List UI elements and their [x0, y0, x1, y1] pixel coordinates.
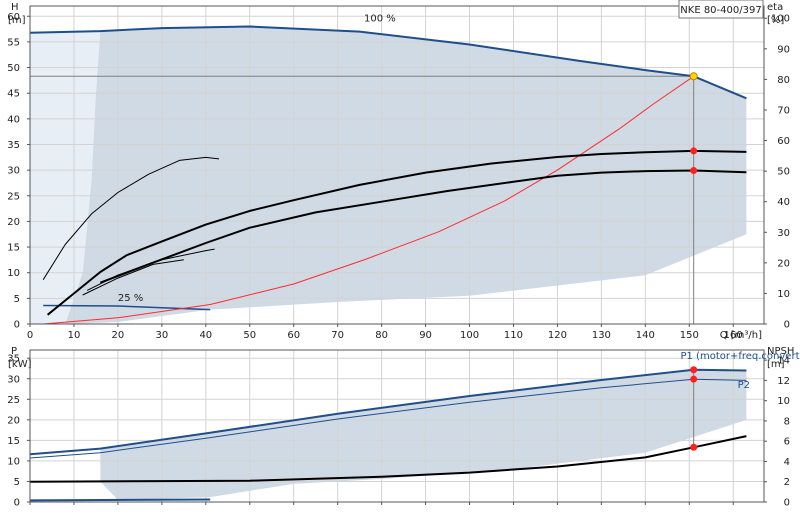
plot2-tick-label-left: 25 — [7, 395, 20, 406]
plot1-tick-label-left: 50 — [7, 63, 20, 74]
plot1-x-axis-label: Q [m³/h] — [720, 330, 762, 341]
plot1-tick-label-left: 45 — [7, 89, 20, 100]
plot1-tick-label-left: 0 — [14, 320, 20, 331]
plot1-series-6 — [82, 259, 184, 296]
plot1-series-2 — [43, 75, 694, 325]
plot2-tick-label-right: 14 — [777, 356, 790, 367]
plot1-tick-label-left: 35 — [7, 140, 20, 151]
plot2-marker-1 — [690, 375, 698, 383]
plot1-series-3 — [46, 149, 747, 316]
plot1-operating-region — [65, 26, 747, 325]
plot1-tick-label-right: 60 — [777, 136, 790, 147]
plot2-operating-region — [100, 369, 747, 500]
plot1-tick-label-x: 10 — [68, 330, 81, 341]
plot2-tick-label-left: 15 — [7, 436, 20, 447]
plot1-tick-label-right: 80 — [777, 75, 790, 86]
plot2-annotation-0: P1 (motor+freq.converter) — [680, 351, 800, 362]
plot1-series-0 — [29, 25, 747, 100]
plot2-series-0 — [29, 368, 747, 456]
plot1-tick-label-right: 100 — [771, 14, 790, 25]
plot1-tick-label-right: 50 — [777, 167, 790, 178]
plot1-left-axis-unit: [m] — [8, 15, 26, 26]
plot1-tick-label-left: 60 — [7, 12, 20, 23]
plot2-series-1 — [29, 378, 747, 459]
plot1-region-light — [30, 31, 101, 324]
plot1-tick-label-left: 25 — [7, 191, 20, 202]
plot2-marker-2 — [690, 443, 698, 451]
plot1-tick-label-x: 140 — [636, 330, 655, 341]
plot2-left-axis-label: P — [11, 346, 17, 357]
plot2-tick-label-right: 8 — [784, 416, 790, 427]
plot1-tick-label-right: 0 — [784, 320, 790, 331]
plot2-left-axis-unit: [kW] — [8, 359, 32, 370]
plot1-right-axis-unit: [%] — [767, 15, 784, 26]
plot2-tick-label-left: 30 — [7, 374, 20, 385]
plot1-series-7 — [42, 156, 220, 280]
plot1-title: NKE 80-400/397 — [680, 5, 761, 16]
plot2-tick-label-left: 10 — [7, 456, 20, 467]
plot2-tick-label-right: 6 — [784, 437, 790, 448]
plot1-tick-label-left: 5 — [14, 294, 20, 305]
plot1-tick-label-left: 10 — [7, 268, 20, 279]
plot1-series-4 — [99, 169, 747, 284]
plot1-tick-label-right: 30 — [777, 228, 790, 239]
plot2-tick-label-left: 0 — [14, 498, 20, 509]
plot1-annotation-1: 25 % — [118, 293, 143, 304]
plot1-tick-label-right: 20 — [777, 258, 790, 269]
plot1-tick-label-right: 70 — [777, 105, 790, 116]
plot1-tick-label-x: 60 — [287, 330, 300, 341]
plot1-tick-label-x: 90 — [419, 330, 432, 341]
plot1-series-5 — [86, 248, 215, 291]
plot1-tick-label-left: 55 — [7, 37, 20, 48]
plot2-tick-label-right: 2 — [784, 477, 790, 488]
plot1-tick-label-left: 40 — [7, 114, 20, 125]
plot1-tick-label-left: 20 — [7, 217, 20, 228]
plot1-marker-0 — [690, 147, 698, 155]
plot1-tick-label-left: 15 — [7, 243, 20, 254]
plot1-tick-label-x: 150 — [680, 330, 699, 341]
plot2-tick-label-left: 20 — [7, 415, 20, 426]
plot1-right-axis-label: eta — [767, 2, 783, 13]
plot1-tick-label-x: 100 — [460, 330, 479, 341]
plot1-marker-1 — [690, 167, 698, 175]
plot1-tick-label-x: 20 — [112, 330, 125, 341]
plot2-tick-label-right: 0 — [784, 498, 790, 509]
plot2-tick-label-left: 35 — [7, 354, 20, 365]
plot2-series-3 — [29, 435, 747, 483]
plot1-tick-label-x: 40 — [199, 330, 212, 341]
plot1-tick-label-right: 10 — [777, 289, 790, 300]
plot1-tick-label-left: 30 — [7, 166, 20, 177]
plot1-tick-label-x: 120 — [548, 330, 567, 341]
plot1-series-1 — [43, 304, 211, 311]
plot2-marker-0 — [690, 366, 698, 374]
plot2-tick-label-left: 5 — [14, 477, 20, 488]
plot1-tick-label-x: 70 — [331, 330, 344, 341]
plot1-tick-label-x: 0 — [27, 330, 33, 341]
plot1-marker-2 — [689, 72, 698, 81]
plot1-tick-label-x: 110 — [504, 330, 523, 341]
plot1-tick-label-x: 160 — [724, 330, 743, 341]
plot1-tick-label-right: 40 — [777, 197, 790, 208]
plot1-tick-label-x: 130 — [592, 330, 611, 341]
plot1-annotation-0: 100 % — [364, 13, 396, 24]
plot2-frame — [29, 349, 765, 503]
plot2-series-2 — [29, 498, 211, 502]
plot2-right-axis-unit: [m] — [767, 359, 785, 370]
plot1-frame — [29, 5, 765, 325]
plot1-tick-label-x: 80 — [375, 330, 388, 341]
plot1-tick-label-x: 30 — [155, 330, 168, 341]
plot1-left-axis-label: H — [11, 2, 19, 13]
plot2-tick-label-right: 4 — [784, 457, 790, 468]
plot2-tick-label-right: 10 — [777, 396, 790, 407]
plot2-right-axis-label: NPSH — [767, 346, 794, 357]
plot1-title-box — [678, 0, 764, 19]
plot1-tick-label-x: 50 — [243, 330, 256, 341]
plot2-annotation-1: P2 — [738, 380, 750, 391]
plot1-tick-label-right: 90 — [777, 44, 790, 55]
plot2-tick-label-right: 12 — [777, 376, 790, 387]
